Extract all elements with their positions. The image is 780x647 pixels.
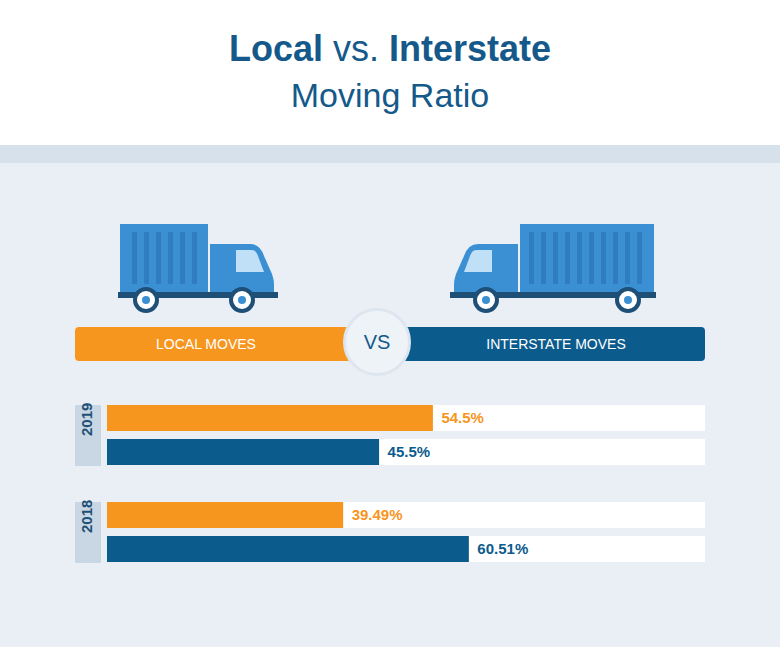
svg-text:54.5%: 54.5% (441, 409, 484, 426)
html-text:VS: VS (363, 331, 391, 353)
svg-text:2018: 2018 (78, 500, 95, 533)
svg-text:39.49%: 39.49% (352, 506, 403, 523)
html-text:LOCAL MOVES: LOCAL MOVES (156, 336, 256, 352)
html-text:Moving Ratio: Moving Ratio (290, 76, 490, 114)
svg-text:60.51%: 60.51% (477, 540, 528, 557)
svg-text:2019: 2019 (78, 403, 95, 436)
html-text:INTERSTATE MOVES: INTERSTATE MOVES (486, 336, 626, 352)
svg-text:45.5%: 45.5% (388, 443, 431, 460)
html-text:Local vs. Interstate: Local vs. Interstate (228, 28, 552, 69)
